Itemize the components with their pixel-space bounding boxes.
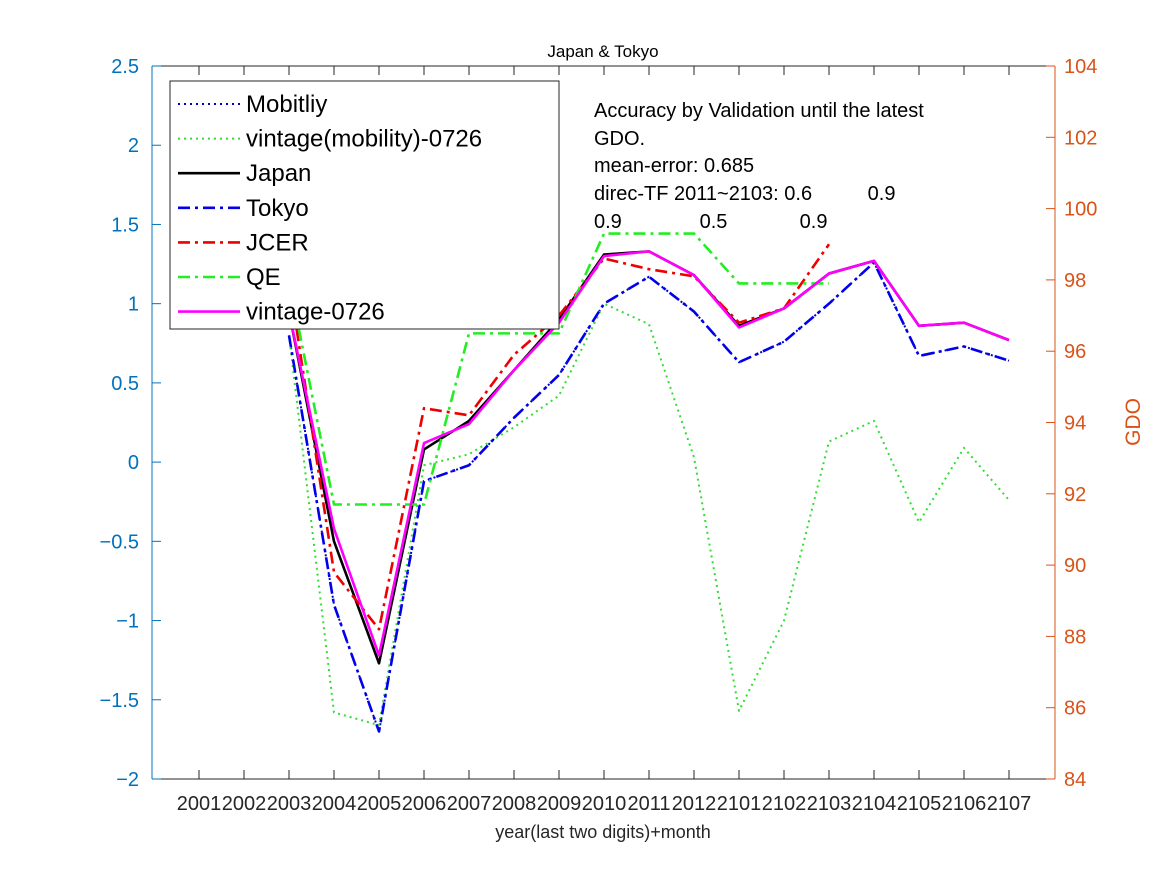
x-tick-label: 2105	[897, 793, 942, 815]
legend-label: vintage(mobility)-0726	[246, 126, 482, 153]
x-tick-label: 2003	[267, 793, 312, 815]
legend-label: Tokyo	[246, 195, 309, 222]
x-tick-label: 2007	[447, 793, 492, 815]
right-tick-label: 104	[1064, 56, 1097, 78]
series-line-6	[287, 250, 1010, 657]
x-tick-label: 2006	[402, 793, 447, 815]
right-tick-label: 94	[1064, 413, 1086, 435]
series-layer	[287, 232, 1010, 733]
series-line-1	[288, 302, 1010, 727]
x-tick-label: 2004	[312, 793, 357, 815]
right-tick-label: 84	[1064, 769, 1086, 791]
x-tick-label: 2104	[852, 793, 897, 815]
annotation-line: GDO.	[594, 128, 645, 150]
x-tick-label: 2005	[357, 793, 402, 815]
right-tick-label: 100	[1064, 199, 1097, 221]
left-tick-label: −0.5	[100, 531, 139, 553]
left-tick-label: −1	[116, 611, 139, 633]
x-tick-label: 2010	[582, 793, 627, 815]
legend-label: JCER	[246, 229, 309, 256]
x-tick-label: 2012	[672, 793, 717, 815]
right-tick-label: 90	[1064, 555, 1086, 577]
left-tick-label: 1.5	[111, 214, 139, 236]
x-axis-label: year(last two digits)+month	[495, 822, 711, 842]
x-tick-label: 2102	[762, 793, 807, 815]
x-tick-label: 2008	[492, 793, 537, 815]
x-tick-label: 2002	[222, 793, 267, 815]
left-tick-label: 2	[128, 135, 139, 157]
left-tick-label: −2	[116, 769, 139, 791]
annotation-line: direc-TF 2011~2103: 0.6 0.9	[594, 183, 895, 205]
chart-title: Japan & Tokyo	[547, 42, 658, 61]
x-tick-label: 2101	[717, 793, 762, 815]
left-tick-label: 1	[128, 294, 139, 316]
x-tick-label: 2011	[627, 793, 670, 815]
legend: Mobitliy vintage(mobility)-0726 Japan Tokyo…	[169, 80, 560, 330]
left-tick-label: 0.5	[111, 373, 139, 395]
left-tick-label: −1.5	[100, 690, 139, 712]
series-line-3	[287, 261, 1010, 733]
annotation-line: Accuracy by Validation until the latest	[594, 100, 924, 122]
series-line-5	[287, 232, 829, 506]
legend-label: vintage-0726	[246, 299, 385, 326]
x-tick-label: 2009	[537, 793, 582, 815]
legend-box	[169, 80, 560, 330]
right-tick-label: 96	[1064, 341, 1086, 363]
x-tick-label: 2106	[942, 793, 987, 815]
accuracy-annotation: Accuracy by Validation until the latest …	[594, 100, 924, 233]
right-tick-label: 92	[1064, 484, 1086, 506]
annotation-line: 0.9 0.5 0.9	[594, 211, 827, 233]
legend-label: QE	[246, 264, 281, 291]
right-axis-label: GDO	[1122, 398, 1145, 446]
left-tick-label: 2.5	[111, 56, 139, 78]
left-tick-label: 0	[128, 452, 139, 474]
annotation-line: mean-error: 0.685	[594, 155, 754, 177]
axes-layer: −2 −1.5 −1 −0.5 0 0.5 1 1.5 2 2.5 84 86 88 90 92 94 96 98…	[100, 56, 1098, 815]
right-tick-label: 98	[1064, 270, 1086, 292]
right-tick-label: 88	[1064, 626, 1086, 648]
x-tick-label: 2103	[807, 793, 852, 815]
x-tick-label: 2107	[987, 793, 1032, 815]
legend-label: Mobitliy	[246, 91, 327, 118]
legend-label: Japan	[246, 160, 311, 187]
series-line-4	[287, 243, 831, 631]
right-tick-label: 86	[1064, 698, 1086, 720]
right-tick-label: 102	[1064, 127, 1097, 149]
x-tick-label: 2001	[177, 793, 222, 815]
